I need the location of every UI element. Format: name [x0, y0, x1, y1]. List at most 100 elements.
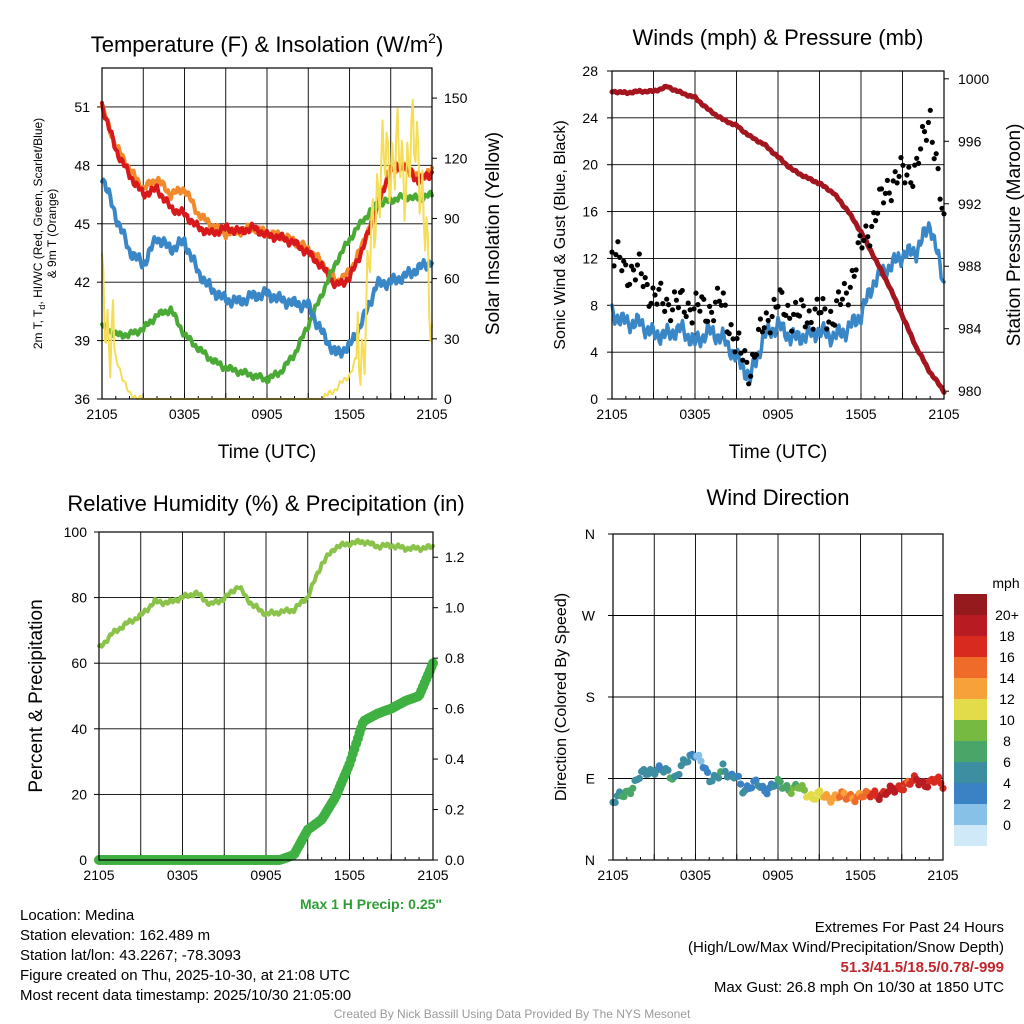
dir-point	[899, 786, 908, 794]
wind-gust-point	[685, 300, 691, 306]
wind-gust-point	[761, 325, 767, 331]
legend-label: 18	[999, 628, 1015, 644]
extremes-header: Extremes For Past 24 Hours	[814, 919, 1004, 936]
wind-gust-point	[875, 210, 881, 216]
wind-gust-point	[681, 309, 687, 315]
wind-gust-point	[798, 297, 805, 303]
rh-ytick-label: 0	[79, 852, 87, 868]
wind-gust-point	[753, 352, 760, 358]
wind-gust-point	[849, 267, 855, 274]
dir-point	[695, 751, 703, 759]
wind-gust-point	[927, 107, 933, 113]
wind-gust-point	[671, 289, 678, 295]
wind-gust-point	[912, 162, 918, 168]
wind-gust-point	[783, 312, 789, 318]
rh-humidity-line	[97, 537, 435, 649]
legend-swatch	[954, 804, 987, 825]
wind-gust-point	[746, 381, 752, 387]
wind-gust-point	[824, 326, 830, 332]
max-gust-text: Max Gust: 26.8 mph On 10/30 at 1850 UTC	[713, 979, 1004, 996]
rh-ytick-label: 20	[71, 786, 87, 802]
wind-gust-point	[662, 308, 668, 314]
wind-gust-point	[859, 245, 865, 251]
wind-gust-point	[730, 336, 736, 342]
legend-label: 20+	[995, 607, 1019, 623]
wind-title: Winds (mph) & Pressure (mb)	[633, 25, 924, 50]
wind-ylabel: Sonic Wind & Gust (Blue, Black)	[552, 120, 569, 349]
wind-y2tick-label: 992	[958, 196, 982, 212]
wind-gust-point	[857, 233, 863, 239]
wind-gust-point	[902, 180, 908, 186]
dir-point	[697, 757, 705, 765]
temp-ylabel-2: & 9m T (Orange)	[45, 189, 59, 279]
wind-y2tick-label: 996	[958, 133, 982, 149]
temp-ylabel-rest: , HI/WC (Red, Green, Scarlet/Blue)	[31, 118, 45, 305]
extremes-info: Extremes For Past 24 Hours (High/Low/Max…	[688, 918, 1004, 998]
dir-point	[748, 784, 756, 792]
wind-gust-point	[742, 348, 748, 354]
wind-gust-point	[679, 287, 685, 294]
temp-ytick-label: 42	[74, 274, 90, 290]
recent-text: Most recent data timestamp: 2025/10/30 2…	[20, 987, 352, 1004]
wind-gust-point	[722, 302, 728, 308]
wind-gust-point	[757, 316, 764, 322]
wind-gust-point	[820, 296, 826, 302]
wind-ytick-label: 4	[590, 344, 598, 360]
wind-gust-point	[634, 262, 641, 268]
wind-gust-point	[787, 315, 793, 321]
wind-xtick-label: 0305	[679, 406, 710, 422]
dir-ytick-label: E	[586, 771, 595, 787]
rh-xtick-label: 0305	[167, 867, 198, 883]
wind-gust-point	[906, 164, 912, 170]
temp-frame	[101, 67, 433, 400]
wind-gust-point	[623, 262, 629, 268]
wind-gust-point	[759, 329, 766, 335]
wind-gust-point	[886, 190, 892, 196]
wind-gust-point	[931, 156, 937, 162]
wind-gust-point	[892, 169, 898, 175]
extremes-subheader: (High/Low/Max Wind/Precipitation/Snow De…	[688, 939, 1004, 956]
wind-ytick-label: 12	[582, 250, 598, 266]
wind-gust-point	[845, 302, 851, 308]
wind-gust-point	[810, 326, 816, 332]
rh-y2tick-label: 0.2	[445, 802, 465, 818]
legend-label: 8	[1003, 733, 1011, 749]
wind-ytick-label: 16	[582, 204, 598, 220]
wind-pressure-line	[609, 83, 947, 395]
dir-point	[811, 795, 820, 803]
wind-gust-point	[873, 218, 879, 224]
temp-title: Temperature (F) & Insolation (W/m2)	[91, 30, 444, 57]
rh-frame	[98, 531, 434, 861]
dir-ytick-label: N	[585, 852, 595, 868]
legend-swatch	[954, 825, 987, 846]
dir-point	[719, 760, 727, 768]
rh-y2tick-label: 0.4	[445, 751, 465, 767]
wind-gust-point	[648, 300, 654, 306]
dir-point	[684, 758, 692, 766]
wind-gust-point	[796, 313, 803, 319]
wind-ytick-label: 28	[582, 63, 598, 79]
wind-gust-point	[861, 237, 867, 244]
legend-swatch	[954, 657, 987, 678]
dir-point	[840, 789, 848, 797]
wind-gust-point	[771, 296, 777, 302]
wind-y2tick-label: 1000	[958, 71, 989, 87]
temp-xlabel: Time (UTC)	[218, 442, 317, 463]
dir-point	[715, 774, 723, 782]
dir-point	[752, 776, 760, 784]
wind-gust-point	[714, 285, 721, 291]
wind-gust-point	[709, 309, 715, 315]
temp-y2tick-label: 30	[444, 331, 460, 347]
max-precip-label: Max 1 H Precip: 0.25"	[300, 896, 443, 912]
dir-ylabel: Direction (Colored By Speed)	[553, 593, 570, 801]
wind-gust-point	[726, 331, 732, 337]
wind-gust-point	[921, 129, 928, 135]
temp-xtick-label: 0905	[251, 406, 282, 422]
dir-frame	[612, 533, 944, 861]
temp-ytick-label: 48	[74, 157, 90, 173]
dir-xtick-label: 1505	[845, 867, 876, 883]
latlon-text: Station lat/lon: 43.2267; -78.3093	[20, 947, 242, 964]
wind-gust-point	[779, 289, 785, 295]
wind-gust-point	[863, 223, 869, 229]
wind-gust-point	[896, 173, 902, 179]
